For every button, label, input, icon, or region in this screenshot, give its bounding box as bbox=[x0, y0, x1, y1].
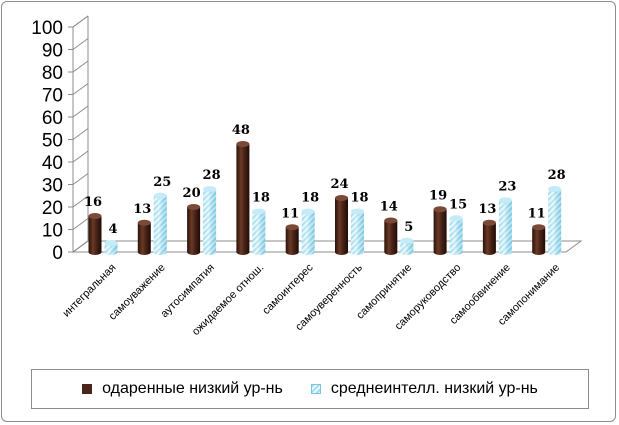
y-tick-label-4: 40 bbox=[42, 153, 63, 174]
y-tick-label-10: 100 bbox=[31, 18, 63, 39]
data-label-series-1-9: 28 bbox=[548, 168, 566, 183]
legend-swatch-series-0 bbox=[82, 384, 93, 394]
data-label-series-0-4: 11 bbox=[281, 206, 299, 221]
y-tick-depth-6 bbox=[72, 105, 89, 118]
y-tick-label-8: 80 bbox=[42, 63, 63, 84]
bar-series-0-9 bbox=[532, 224, 546, 255]
bar-series-1-4 bbox=[301, 208, 315, 255]
data-label-series-0-9: 11 bbox=[528, 206, 546, 221]
y-tick-label-5: 50 bbox=[42, 131, 63, 152]
bar-series-1-8 bbox=[498, 197, 512, 255]
y-tick-label-7: 70 bbox=[42, 86, 63, 107]
data-label-series-0-6: 14 bbox=[380, 200, 398, 215]
legend-label-series-1: среднеинтелл. низкий ур-нь bbox=[330, 380, 538, 397]
y-tick-label-9: 90 bbox=[42, 41, 63, 62]
y-tick-depth-8 bbox=[72, 60, 89, 73]
bar-series-1-5 bbox=[351, 208, 364, 255]
y-tick-depth-3 bbox=[72, 173, 89, 185]
y-tick-depth-0 bbox=[72, 240, 89, 253]
bar-series-0-2 bbox=[187, 204, 201, 255]
bar-series-0-8 bbox=[482, 219, 496, 255]
legend: одаренные низкий ур-нь среднеинтелл. низ… bbox=[31, 369, 589, 409]
data-label-series-1-8: 23 bbox=[498, 179, 516, 194]
data-label-series-0-2: 20 bbox=[183, 186, 201, 201]
y-tick-depth-9 bbox=[72, 38, 89, 50]
bar-series-0-4 bbox=[285, 224, 299, 255]
bar-series-1-3 bbox=[252, 208, 266, 255]
bar-series-0-7 bbox=[433, 206, 447, 255]
bar-series-0-0 bbox=[88, 213, 102, 255]
data-label-series-1-2: 28 bbox=[203, 168, 221, 183]
data-label-series-1-3: 18 bbox=[252, 191, 270, 206]
y-tick-label-6: 60 bbox=[42, 108, 63, 129]
bar-series-0-5 bbox=[335, 195, 348, 255]
bar-series-1-0 bbox=[104, 240, 118, 255]
data-label-series-0-3: 48 bbox=[232, 123, 250, 138]
y-tick-label-2: 20 bbox=[42, 198, 63, 219]
y-tick-depth-1 bbox=[72, 218, 89, 230]
data-label-series-1-4: 18 bbox=[301, 191, 319, 206]
data-label-series-1-1: 25 bbox=[153, 175, 171, 190]
legend-label-series-0: одаренные низкий ур-нь bbox=[102, 380, 283, 397]
y-tick-label-1: 10 bbox=[42, 221, 63, 242]
data-label-series-1-7: 15 bbox=[449, 197, 467, 212]
data-label-series-0-0: 16 bbox=[84, 195, 102, 210]
bar-series-1-6 bbox=[400, 237, 414, 255]
bar-series-0-3 bbox=[236, 141, 250, 255]
bar-series-1-9 bbox=[548, 186, 562, 255]
x-tick-label-4: самоинтерес bbox=[260, 261, 316, 317]
y-tick-depth-2 bbox=[72, 195, 89, 208]
data-label-series-0-7: 19 bbox=[429, 188, 447, 203]
y-tick-label-0: 0 bbox=[52, 243, 63, 264]
legend-item-series-0: одаренные низкий ур-нь bbox=[82, 380, 283, 398]
y-tick-depth-5 bbox=[72, 128, 89, 140]
bar-series-1-1 bbox=[153, 192, 167, 255]
data-label-series-0-5: 24 bbox=[330, 177, 348, 192]
bar-series-0-1 bbox=[137, 219, 151, 255]
bar-series-0-6 bbox=[384, 217, 398, 255]
bars bbox=[88, 141, 562, 255]
y-tick-depth-7 bbox=[72, 83, 89, 95]
data-label-series-1-5: 18 bbox=[350, 191, 368, 206]
y-tick-depth-10 bbox=[72, 15, 89, 28]
data-label-series-0-1: 13 bbox=[133, 202, 151, 217]
data-label-series-1-6: 5 bbox=[404, 220, 413, 235]
y-tick-depth-4 bbox=[72, 150, 89, 163]
data-label-series-0-8: 13 bbox=[478, 202, 496, 217]
y-tick-label-3: 30 bbox=[42, 176, 63, 197]
bar-series-1-2 bbox=[203, 186, 217, 255]
bar-series-1-7 bbox=[449, 215, 463, 255]
data-label-series-1-0: 4 bbox=[108, 222, 117, 237]
legend-item-series-1: среднеинтелл. низкий ур-нь bbox=[310, 380, 538, 398]
legend-swatch-series-1 bbox=[310, 384, 321, 394]
